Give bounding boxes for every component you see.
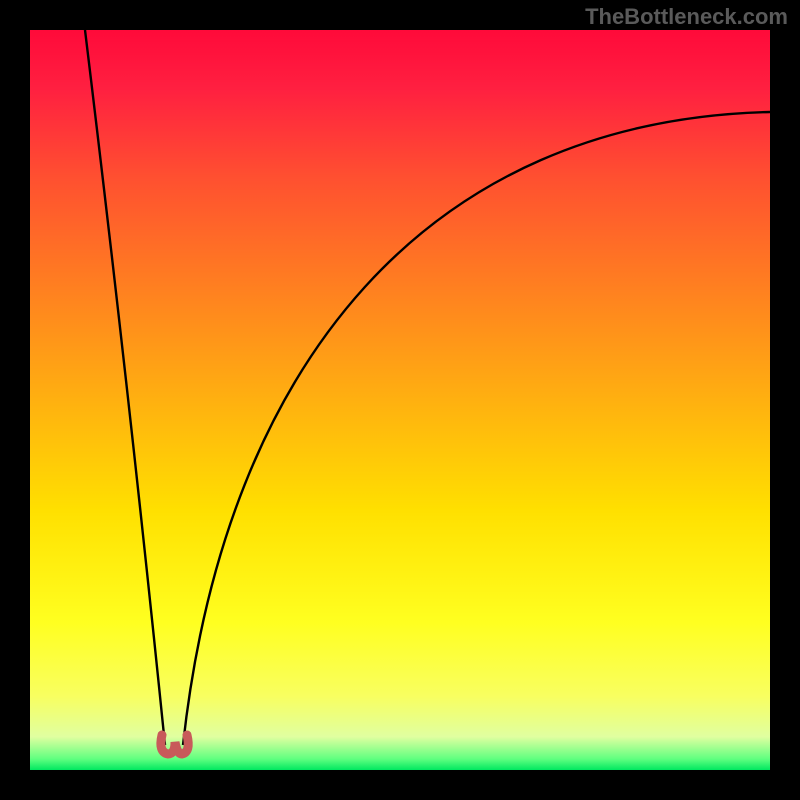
attribution-text: TheBottleneck.com [585,4,788,30]
curve-left [85,30,165,745]
plot-area [30,30,770,770]
chart-frame: TheBottleneck.com [0,0,800,800]
curve-right [183,112,770,745]
bottleneck-curves [30,30,770,770]
optimal-dip-marker [161,735,188,754]
